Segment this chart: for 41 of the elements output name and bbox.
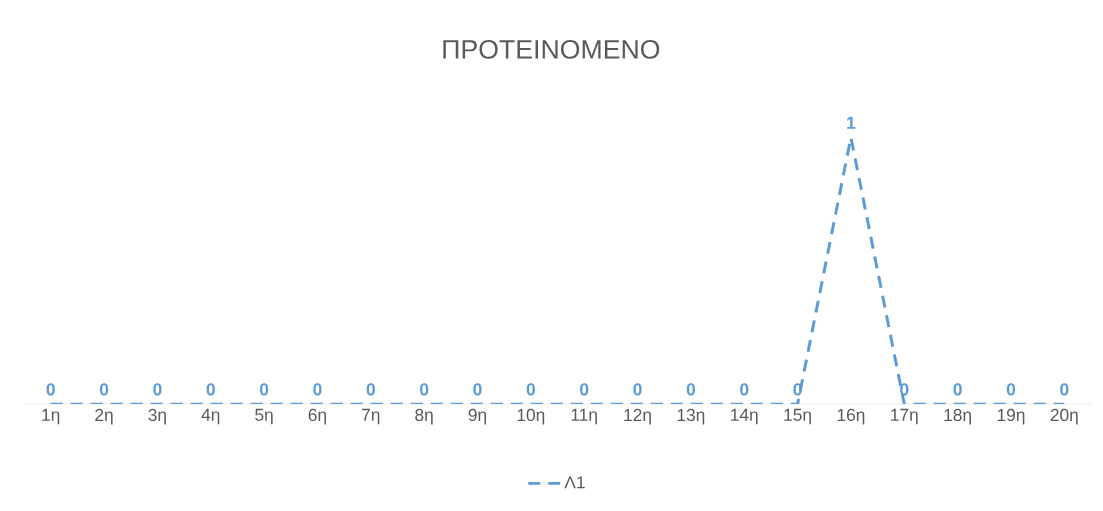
x-tick-label: 9η <box>468 408 486 425</box>
x-tick-label: 10η <box>517 408 545 425</box>
data-label: 0 <box>46 383 55 396</box>
x-tick-label: 14η <box>731 408 758 425</box>
x-tick-label: 13η <box>677 408 705 425</box>
x-tick-label: 3η <box>148 408 166 425</box>
x-tick-label: 18η <box>944 408 971 425</box>
x-tick-label: 4η <box>201 408 220 425</box>
data-label: 0 <box>953 383 962 396</box>
data-label: 0 <box>526 383 535 396</box>
x-tick-label: 16η <box>837 408 865 425</box>
x-tick-label: 6η <box>308 408 326 425</box>
x-tick-label: 17η <box>891 408 918 425</box>
x-tick-label: 12η <box>624 408 651 425</box>
x-tick-label: 2η <box>95 408 113 425</box>
x-tick-label: 8η <box>415 408 433 425</box>
x-tick-label: 1η <box>42 408 60 425</box>
x-tick-label: 20η <box>1050 408 1078 425</box>
data-label: 0 <box>1006 383 1016 396</box>
data-label: 0 <box>366 383 375 396</box>
data-label: 0 <box>473 383 482 396</box>
data-label: 0 <box>99 383 109 396</box>
data-label: 0 <box>420 383 429 396</box>
data-label: 1 <box>847 116 856 129</box>
data-label: 0 <box>153 383 162 396</box>
data-label: 0 <box>900 383 909 396</box>
x-tick-label: 7η <box>362 408 380 425</box>
data-label: 0 <box>1060 383 1069 396</box>
x-tick-label: 5η <box>255 408 273 425</box>
x-tick-label: 19η <box>997 408 1025 425</box>
data-label: 0 <box>740 383 749 396</box>
data-label: 0 <box>206 383 215 396</box>
data-label: 0 <box>633 383 642 396</box>
chart-title: ΠΡΟΤΕΙΝΟΜΕΝΟ <box>443 40 660 59</box>
data-label: 0 <box>313 383 322 396</box>
legend-label: Λ1 <box>564 476 585 489</box>
x-tick-label: 11η <box>571 408 597 425</box>
data-label: 0 <box>686 383 695 396</box>
x-tick-label: 15η <box>784 408 811 425</box>
data-label: 0 <box>259 383 269 396</box>
data-label: 0 <box>580 383 589 396</box>
